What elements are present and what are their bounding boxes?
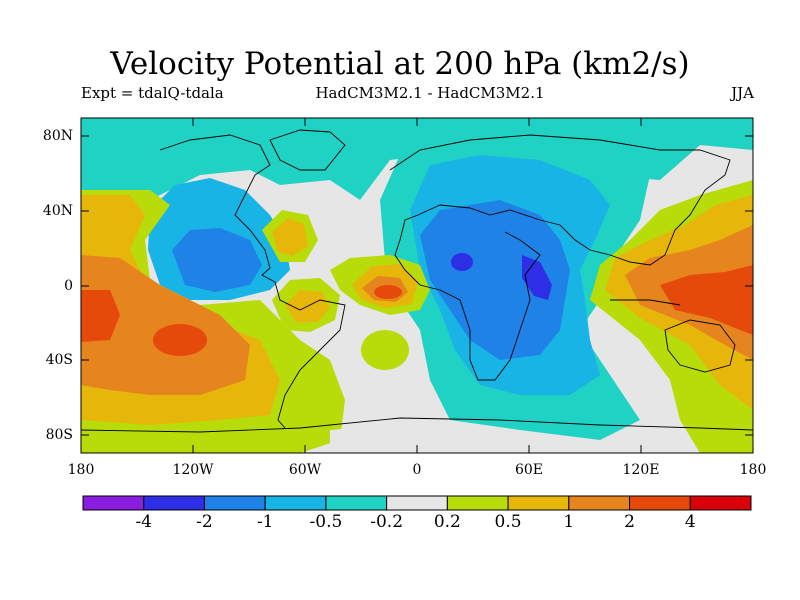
contour-band: [420, 200, 570, 360]
contour-field: [81, 118, 753, 453]
models-label: HadCM3M2.1 - HadCM3M2.1: [315, 84, 545, 102]
colorbar-label: 0.5: [494, 512, 522, 532]
contour-band: [172, 228, 262, 292]
contour-band: [451, 253, 473, 271]
colorbar-label: -4: [135, 512, 152, 532]
colorbar-label: -1: [256, 512, 274, 532]
contour-band: [330, 420, 690, 453]
colorbar-swatch: [143, 495, 205, 511]
contour-band: [272, 218, 308, 256]
x-tick-label: 180: [739, 462, 767, 478]
y-tick-label: 0: [64, 278, 73, 294]
colorbar: [82, 495, 752, 511]
contour-band: [81, 290, 120, 342]
colorbar-swatch: [325, 495, 388, 511]
axis-ticks: [81, 118, 753, 453]
experiment-label: Expt = tdalQ-tdala: [81, 84, 224, 102]
colorbar-swatch: [568, 495, 631, 511]
colorbar-label: -0.5: [309, 512, 343, 532]
contour-band: [153, 324, 207, 356]
coastline-antarctica: [81, 417, 753, 433]
colorbar-swatch: [507, 495, 570, 511]
season-label: JJA: [731, 84, 754, 102]
contour-band: [361, 330, 409, 370]
y-tick-label: 40S: [45, 352, 73, 368]
colorbar-swatch: [264, 495, 327, 511]
colorbar-label: 0.2: [433, 512, 461, 532]
coastlines: [81, 129, 753, 433]
contour-band: [660, 265, 753, 335]
colorbar-swatch: [82, 495, 145, 511]
contour-band: [81, 255, 250, 395]
x-tick-label: 120E: [622, 462, 660, 478]
contour-band: [522, 255, 552, 300]
coastline-australia: [664, 319, 736, 373]
coastline-americas: [159, 134, 346, 429]
contour-band: [374, 285, 402, 299]
colorbar-label: -0.2: [370, 512, 404, 532]
colorbar-label: 2: [624, 512, 635, 532]
x-tick-label: 120W: [172, 462, 214, 478]
colorbar-label: 1: [563, 512, 575, 532]
y-tick-label: 80N: [42, 128, 73, 144]
colorbar-swatch: [689, 495, 752, 511]
colorbar-swatch: [203, 495, 266, 511]
coastline-indonesia: [610, 299, 681, 306]
x-tick-label: 180: [67, 462, 95, 478]
page-title: Velocity Potential at 200 hPa (km2/s): [110, 46, 690, 82]
x-tick-label: 0: [412, 462, 422, 478]
x-tick-label: 60E: [514, 462, 544, 478]
y-tick-label: 40N: [42, 203, 73, 219]
colorbar-swatch: [629, 495, 691, 511]
x-tick-label: 60W: [288, 462, 322, 478]
colorbar-swatch: [446, 495, 509, 511]
y-tick-label: 80S: [45, 427, 73, 443]
colorbar-label: 4: [684, 512, 696, 532]
coastline-greenland: [269, 129, 346, 171]
colorbar-label: -2: [196, 512, 213, 532]
coastline-eurasia-africa: [389, 134, 731, 381]
colorbar-swatch: [386, 495, 448, 511]
